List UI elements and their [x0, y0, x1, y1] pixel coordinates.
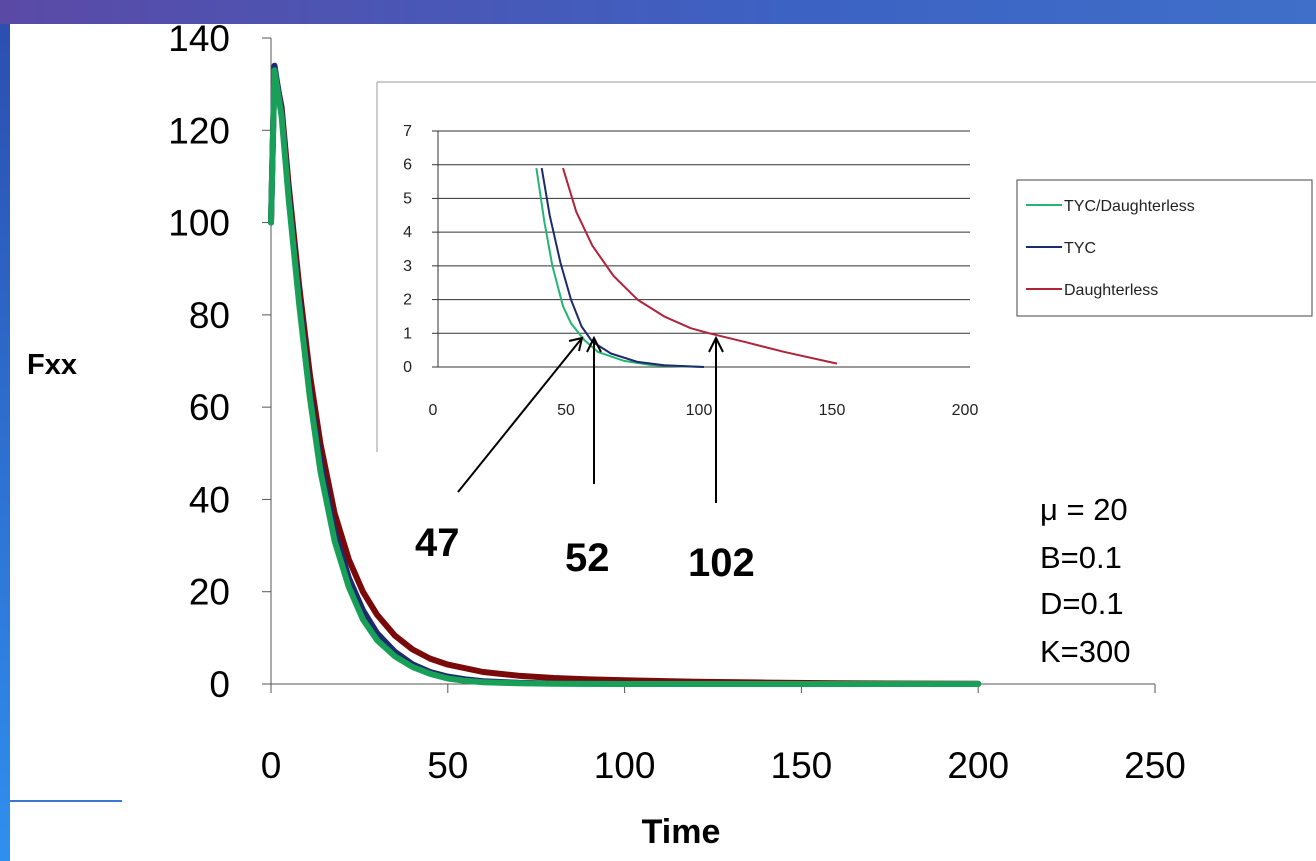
main-x-tick-label: 0	[261, 745, 282, 786]
inset-legend: TYC/Daughterless TYC Daughterless	[1016, 179, 1313, 317]
inset-series-line-1	[540, 167, 705, 368]
inset-grid	[438, 130, 970, 368]
arrow-head-52	[586, 335, 602, 353]
main-y-tick-label: 80	[189, 295, 230, 336]
arrow-head-47	[568, 336, 584, 352]
inset-x-tick-label: 50	[557, 402, 575, 419]
param-d: D=0.1	[1040, 586, 1124, 621]
inset-x-tick-label: 200	[952, 402, 979, 419]
inset-legend-label: Daughterless	[1064, 282, 1158, 299]
inset-chart-axes: 0 1 2 3 4 5 6 7 0 50 100 150 200	[403, 123, 978, 419]
inset-legend-label: TYC/Daughterless	[1064, 198, 1195, 215]
main-x-axis-label: Time	[642, 813, 721, 851]
main-y-tick-label: 20	[189, 572, 230, 613]
main-chart-series	[268, 62, 982, 687]
arrow-head-102	[708, 335, 724, 353]
arrow-label-102: 102	[688, 541, 755, 585]
main-x-tick-label: 250	[1124, 745, 1186, 786]
main-y-tick-label: 100	[168, 203, 230, 244]
arrows	[457, 335, 724, 503]
main-series-line-2	[268, 67, 982, 687]
slide-accent-rule	[10, 800, 122, 802]
inset-legend-box	[1016, 179, 1313, 317]
inset-x-tick-label: 150	[819, 402, 846, 419]
annotations: 47 52 102 μ = 20 B=0.1 D=0.1 K=300	[415, 335, 1131, 669]
inset-y-tick-label: 4	[403, 224, 412, 241]
inset-chart-series	[535, 167, 838, 368]
param-mu: μ = 20	[1040, 492, 1128, 527]
param-k: K=300	[1040, 634, 1131, 669]
main-y-tick-label: 40	[189, 479, 230, 520]
param-b: B=0.1	[1040, 540, 1122, 575]
slide-left-band	[0, 24, 10, 861]
arrow-47	[457, 337, 583, 493]
inset-y-tick-label: 1	[403, 325, 412, 342]
inset-series-line-2	[562, 167, 838, 365]
inset-y-tick-label: 3	[403, 258, 412, 275]
inset-y-tick-label: 5	[403, 190, 412, 207]
inset-y-tick-label: 0	[403, 359, 412, 376]
main-y-tick-label: 60	[189, 387, 230, 428]
slide-top-band	[0, 0, 1316, 24]
main-x-tick-label: 200	[947, 745, 1009, 786]
inset-y-tick-label: 2	[403, 292, 412, 309]
inset-legend-label: TYC	[1064, 240, 1096, 257]
main-y-tick-label: 140	[168, 18, 230, 59]
slide-canvas	[10, 24, 1316, 861]
main-x-tick-label: 150	[771, 745, 833, 786]
inset-y-tick-label: 6	[403, 157, 412, 174]
main-y-tick-label: 120	[168, 110, 230, 151]
inset-y-tick-label: 7	[403, 123, 412, 140]
main-x-tick-label: 100	[594, 745, 656, 786]
inset-x-tick-label: 100	[686, 402, 713, 419]
inset-x-tick-label: 0	[429, 402, 438, 419]
arrow-label-52: 52	[565, 536, 610, 580]
main-y-tick-label: 0	[209, 664, 230, 705]
main-x-tick-label: 50	[427, 745, 468, 786]
main-y-axis-label: Fxx	[27, 349, 77, 381]
arrow-label-47: 47	[415, 521, 460, 565]
